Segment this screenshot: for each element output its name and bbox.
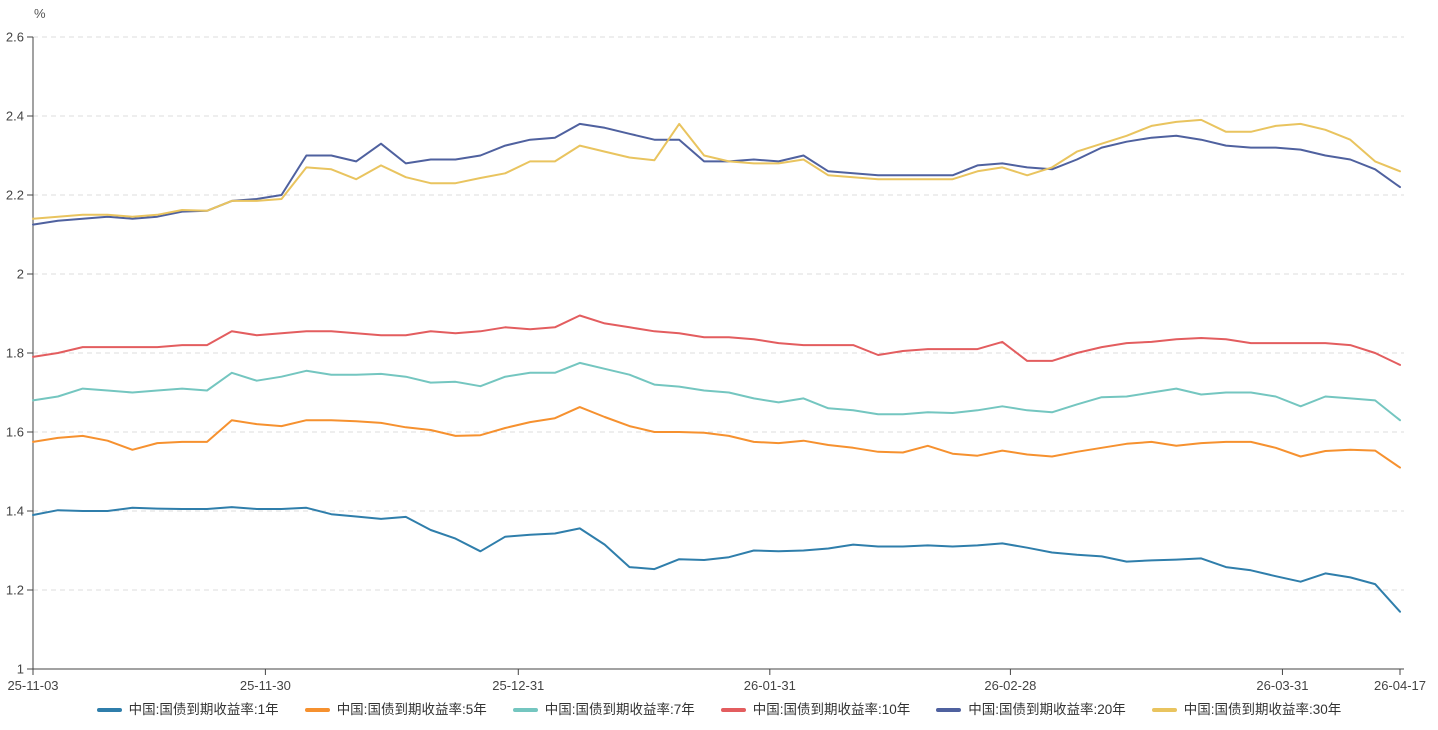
legend-label: 中国:国债到期收益率:20年 — [968, 702, 1126, 717]
legend-item-4[interactable]: 中国:国债到期收益率:20年 — [936, 701, 1126, 719]
x-tick-label: 25-11-03 — [7, 678, 58, 693]
y-tick-label: 1.6 — [6, 425, 24, 440]
y-tick-label: 2.4 — [6, 109, 24, 124]
x-tick-label: 26-04-17 — [1374, 678, 1426, 693]
legend-swatch-icon — [1151, 708, 1177, 712]
y-tick-label: 2.2 — [6, 188, 24, 203]
y-tick-label: 1.4 — [6, 504, 24, 519]
legend-swatch-icon — [96, 708, 122, 712]
series-line-2 — [32, 361, 1401, 422]
y-tick-label: 2.6 — [6, 30, 24, 45]
legend-label: 中国:国债到期收益率:10年 — [752, 702, 911, 717]
series-line-0 — [32, 506, 1401, 613]
y-tick-label: 1.2 — [6, 583, 24, 598]
x-tick-label: 25-12-31 — [492, 678, 544, 693]
series-line-5 — [32, 118, 1401, 220]
legend-label: 中国:国债到期收益率:5年 — [336, 702, 487, 717]
y-axis-unit-label: % — [34, 6, 46, 21]
axes — [27, 36, 1404, 675]
x-tick-label: 26-01-31 — [744, 678, 796, 693]
y-tick-label: 2 — [17, 267, 24, 282]
legend-item-3[interactable]: 中国:国债到期收益率:10年 — [720, 701, 911, 719]
legend-swatch-icon — [936, 708, 962, 712]
legend-item-0[interactable]: 中国:国债到期收益率:1年 — [96, 701, 279, 719]
legend-swatch-icon — [512, 708, 538, 712]
legend-item-2[interactable]: 中国:国债到期收益率:7年 — [512, 701, 695, 719]
x-tick-label: 26-03-31 — [1256, 678, 1308, 693]
legend-label: 中国:国债到期收益率:30年 — [1183, 702, 1342, 717]
series-lines — [32, 118, 1401, 613]
y-tick-label: 1 — [17, 662, 24, 677]
legend-item-5[interactable]: 中国:国债到期收益率:30年 — [1151, 701, 1342, 719]
series-line-4 — [32, 122, 1401, 226]
legend-label: 中国:国债到期收益率:1年 — [128, 702, 279, 717]
legend-swatch-icon — [304, 708, 330, 712]
x-tick-label: 25-11-30 — [240, 678, 291, 693]
legend-swatch-icon — [720, 708, 746, 712]
series-line-3 — [32, 314, 1401, 366]
x-tick-label: 26-02-28 — [984, 678, 1036, 693]
legend: 中国:国债到期收益率:1年 中国:国债到期收益率:5年 中国:国债到期收益率:7年 中… — [0, 701, 1438, 719]
series-line-1 — [32, 406, 1401, 469]
legend-label: 中国:国债到期收益率:7年 — [544, 702, 695, 717]
legend-item-1[interactable]: 中国:国债到期收益率:5年 — [304, 701, 487, 719]
gridlines — [33, 36, 1404, 591]
axis-tick-labels: 2.6 2.4 2.2 2 1.8 1.6 1.4 1.2 125-11-03 25-11-30 2… — [6, 30, 1426, 694]
y-tick-label: 1.8 — [6, 346, 24, 361]
